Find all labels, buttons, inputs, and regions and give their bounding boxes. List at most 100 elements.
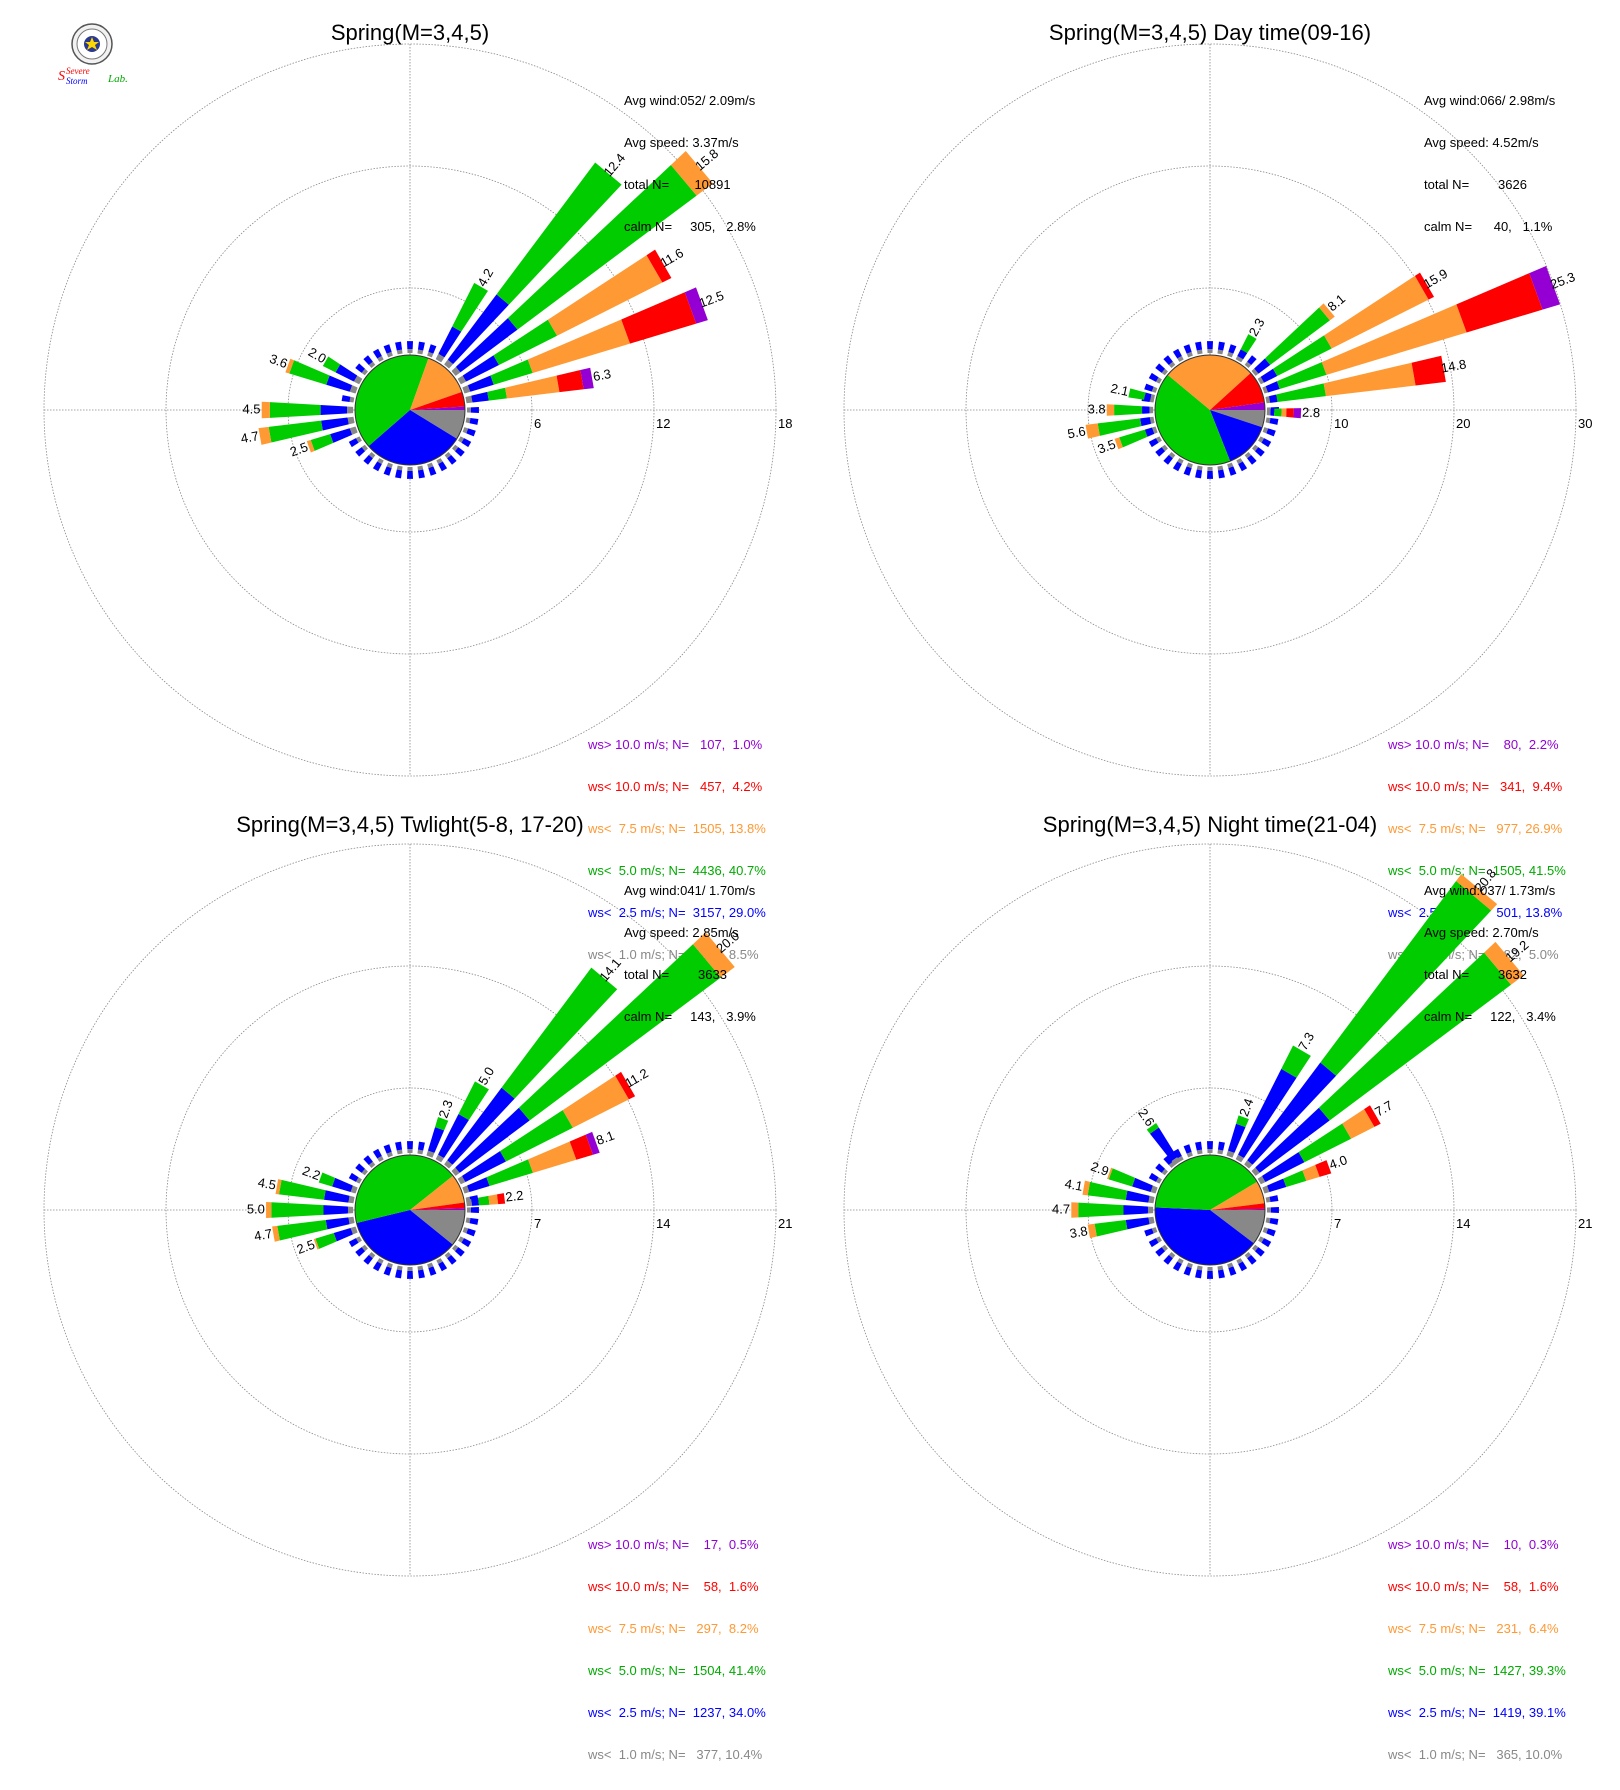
fringe-tick-calm — [1207, 349, 1213, 354]
legend-entry-lt5: ws< 5.0 m/s; N= 1505, 41.5% — [1388, 863, 1566, 878]
bar-segment-lt7_5 — [1321, 304, 1467, 375]
fringe-tick-slow — [454, 447, 465, 457]
fringe-tick-slow — [395, 1269, 403, 1279]
stats-total-n: total N= 10891 — [624, 177, 731, 192]
fringe-tick-slow — [1206, 1141, 1214, 1150]
bar-segment-lt1 — [1150, 1185, 1158, 1194]
bar-segment-lt5 — [278, 1179, 326, 1200]
bar-segment-lt1 — [1251, 368, 1259, 376]
bar-total-label: 4.7 — [1052, 1201, 1070, 1216]
bar-segment-lt2_5 — [471, 391, 489, 403]
bar-segment-lt2_5 — [447, 294, 509, 365]
fringe-tick-slow — [438, 461, 448, 472]
fringe-tick-slow — [1195, 341, 1203, 351]
bar-segment-gt10 — [585, 1131, 600, 1155]
fringe-tick-calm — [436, 1258, 443, 1265]
fringe-tick-calm — [407, 349, 413, 354]
bar-segment-lt2_5 — [438, 1114, 469, 1158]
fringe-tick-calm — [1258, 436, 1265, 443]
grid-ring — [1087, 1087, 1333, 1333]
bar-segment-lt5 — [277, 1220, 328, 1241]
stats-avg-wind: Avg wind:041/ 1.70m/s — [624, 883, 756, 898]
bar-segment-lt10 — [1286, 408, 1294, 418]
fringe-tick-calm — [452, 444, 459, 452]
fringe-tick-slow — [1228, 344, 1237, 354]
bar-segment-lt1 — [1257, 376, 1265, 385]
bar-segment-lt7_5 — [1342, 1109, 1375, 1139]
fringe-tick-slow — [1172, 461, 1182, 472]
bar-segment-lt7_5 — [1087, 1223, 1097, 1239]
fringe-tick-slow — [1217, 1141, 1225, 1151]
pie-slice-lt5 — [1155, 1155, 1258, 1210]
bar-segment-lt10 — [1315, 1160, 1332, 1177]
legend-entry-lt7-5: ws< 7.5 m/s; N= 297, 8.2% — [588, 1621, 759, 1636]
pie-slice-lt10 — [1210, 373, 1265, 410]
bar-segment-lt2_5 — [455, 318, 518, 373]
bar-total-label: 8.1 — [594, 1128, 616, 1148]
windrose-plot: 6 12 184.212.4 15.811.612.56.32.54.74.53.6 2… — [43, 43, 792, 777]
fringe-tick-calm — [1155, 1177, 1162, 1184]
fringe-tick-calm — [377, 1258, 384, 1265]
legend-entry-lt1: ws< 1.0 m/s; N= 365, 10.0% — [1388, 1747, 1563, 1762]
bar-segment-lt5 — [289, 360, 330, 385]
fringe-tick-slow — [348, 438, 359, 448]
bar-segment-lt2_5 — [1270, 408, 1275, 416]
ring-label: 18 — [778, 416, 792, 431]
bar-segment-lt5 — [452, 282, 488, 332]
bar-segment-lt5 — [1274, 408, 1282, 417]
pie-slice-lt7_5 — [1167, 355, 1251, 410]
bar-segment-lt2_5 — [1269, 394, 1278, 403]
bar-segment-lt7_5 — [258, 426, 272, 445]
bar-segment-lt10 — [569, 1134, 594, 1160]
bar-segment-lt7_5 — [1085, 423, 1100, 439]
bar-total-label: 12.5 — [697, 288, 726, 311]
grid-ring — [287, 287, 533, 533]
fringe-tick-calm — [368, 361, 376, 368]
legend-entry-lt2-5: ws< 2.5 m/s; N= 3157, 29.0% — [588, 905, 766, 920]
panel-title: Spring(M=3,4,5) Twlight(5-8, 17-20) — [236, 812, 584, 837]
fringe-tick-slow — [395, 341, 403, 351]
bar-segment-lt1 — [1251, 1167, 1260, 1176]
bar-segment-lt5 — [1240, 334, 1257, 354]
bar-segment-lt5 — [478, 1195, 490, 1206]
bar-segment-lt7_5 — [1484, 941, 1524, 985]
bar-segment-lt1 — [1149, 416, 1155, 424]
bar-segment-lt5 — [1273, 335, 1332, 377]
legend-entry-gt10: ws> 10.0 m/s; N= 80, 2.2% — [1388, 737, 1559, 752]
fringe-tick-slow — [363, 355, 373, 366]
bar-segment-lt2_5 — [1142, 406, 1150, 414]
bar-segment-lt1 — [1257, 1175, 1266, 1185]
fringe-tick-slow — [1247, 355, 1257, 366]
logo-text-lab: Lab. — [107, 73, 128, 85]
bar-segment-gt10 — [1293, 408, 1302, 419]
fringe-tick-slow — [1217, 1269, 1225, 1279]
bar-total-label: 2.3 — [435, 1098, 455, 1120]
legend-entry-lt5: ws< 5.0 m/s; N= 4436, 40.7% — [588, 863, 766, 878]
bar-segment-lt10 — [615, 1071, 636, 1100]
bar-segment-lt2_5 — [323, 1190, 350, 1203]
fringe-tick-slow — [428, 466, 437, 476]
windrose-plot: 7 14 212.47.320.819.27.74.03.84.74.12.92.6 — [843, 843, 1592, 1577]
fringe-tick-calm — [1227, 462, 1234, 469]
fringe-tick-calm — [355, 436, 362, 443]
fringe-tick-calm — [1151, 386, 1158, 393]
legend-entry-lt2-5: ws< 2.5 m/s; N= 1419, 39.1% — [1388, 1705, 1566, 1720]
fringe-tick-calm — [1265, 417, 1271, 424]
bar-segment-lt7_5 — [1071, 1202, 1079, 1218]
stats-calm-n: calm N= 305, 2.8% — [624, 219, 756, 234]
bar-segment-lt5 — [1264, 307, 1330, 365]
speed-legend: ws> 10.0 m/s; N= 10, 0.3% ws< 10.0 m/s; … — [1388, 1510, 1566, 1790]
stats-block: Avg wind:041/ 1.70m/s Avg speed: 2.85m/s… — [624, 856, 756, 1052]
fringe-tick-slow — [470, 406, 479, 414]
pie-slice-lt10 — [410, 1202, 465, 1210]
windrose-panel-daytime: 10 20 30 2.3 8.1 15.9 25.3 14.8 2.8 3.5 5.6 3.8 2.1 … — [810, 10, 1610, 962]
pie-outline — [354, 1154, 466, 1266]
fringe-tick-slow — [1254, 447, 1265, 457]
stats-block: Avg wind:052/ 2.09m/s Avg speed: 3.37m/s… — [624, 66, 756, 262]
bar-segment-lt1 — [346, 406, 354, 414]
bar-segment-lt1 — [1265, 396, 1271, 404]
bar-segment-lt1 — [1151, 426, 1158, 434]
ring-label: 14 — [1456, 1216, 1470, 1231]
bar-segment-lt1 — [1235, 1154, 1245, 1163]
fringe-tick-calm — [1161, 444, 1168, 452]
